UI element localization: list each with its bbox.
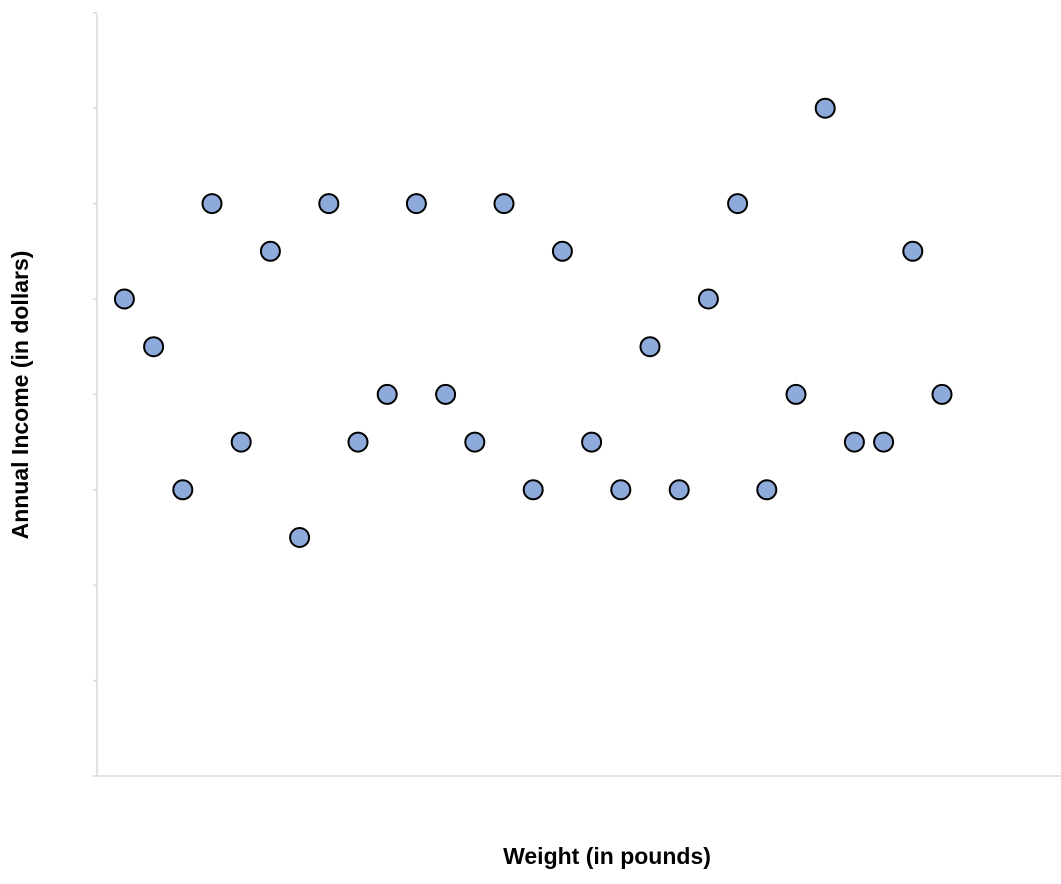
data-point <box>931 383 953 405</box>
y-axis-title: Annual Income (in dollars) <box>7 251 33 540</box>
data-point <box>318 193 340 215</box>
data-point <box>581 431 603 453</box>
data-point <box>230 431 252 453</box>
data-point <box>785 383 807 405</box>
data-point <box>814 97 836 119</box>
data-points <box>113 97 953 548</box>
data-point <box>902 240 924 262</box>
data-point <box>697 288 719 310</box>
data-point <box>873 431 895 453</box>
data-point <box>464 431 486 453</box>
data-point <box>201 193 223 215</box>
data-point <box>522 479 544 501</box>
x-axis-title: Weight (in pounds) <box>503 843 711 869</box>
y-axis-ticks <box>93 12 97 777</box>
data-point <box>610 479 632 501</box>
data-point <box>113 288 135 310</box>
data-point <box>727 193 749 215</box>
data-point <box>259 240 281 262</box>
data-point <box>172 479 194 501</box>
data-point <box>551 240 573 262</box>
data-point <box>493 193 515 215</box>
data-point <box>639 336 661 358</box>
data-point <box>289 527 311 548</box>
data-point <box>143 336 165 358</box>
data-point <box>756 479 778 501</box>
data-point <box>435 383 457 405</box>
data-point <box>376 383 398 405</box>
data-point <box>347 431 369 453</box>
data-point <box>843 431 865 453</box>
data-point <box>668 479 690 501</box>
data-point <box>405 193 427 215</box>
